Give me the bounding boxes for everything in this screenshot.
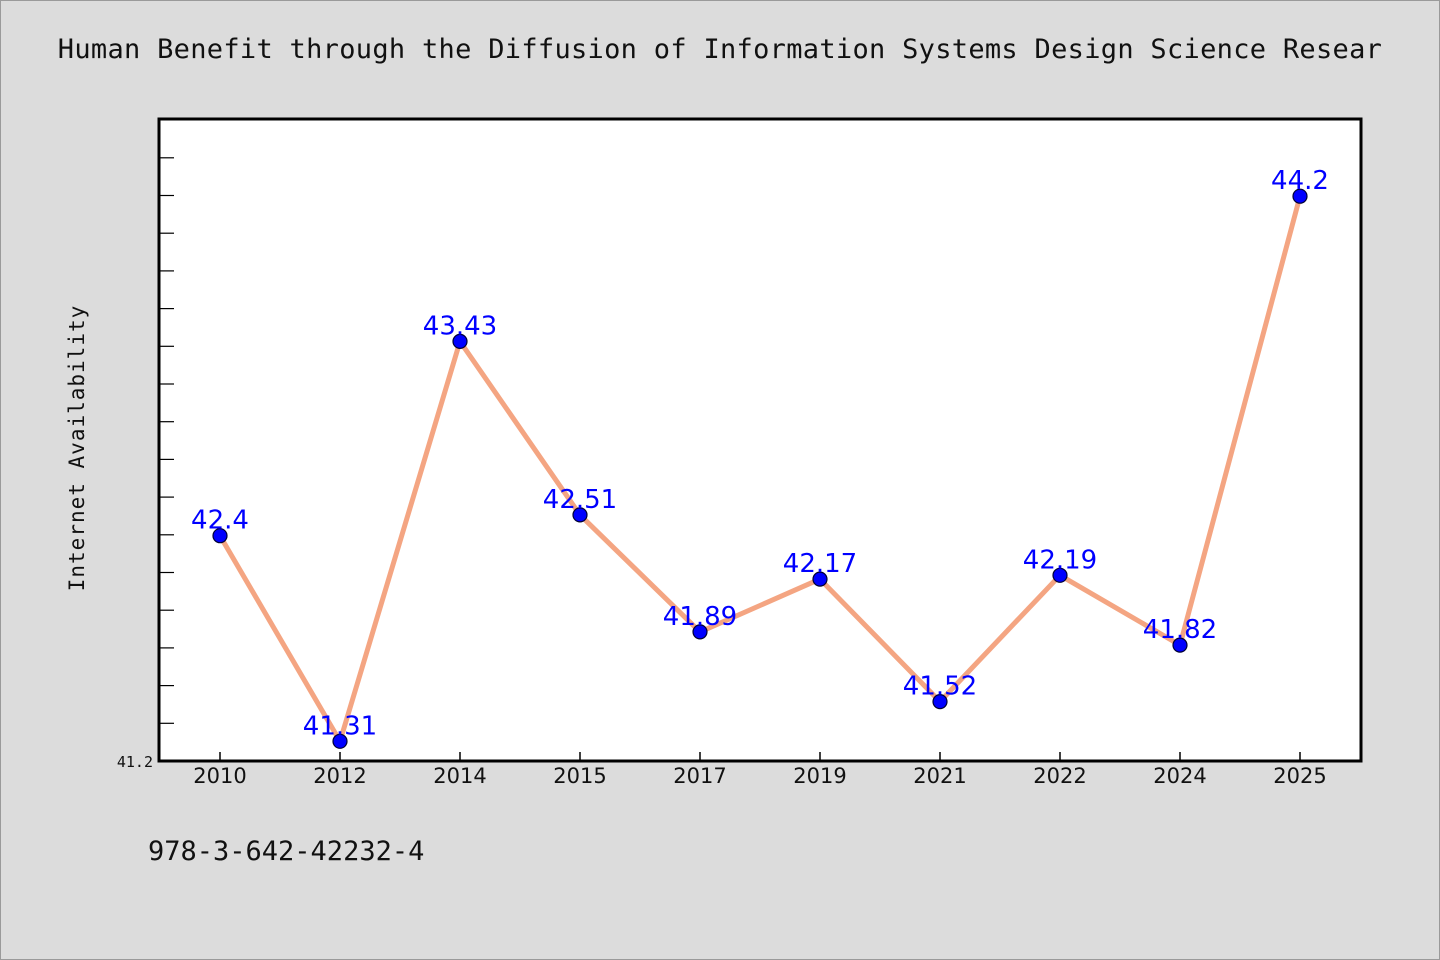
data-point (692, 624, 708, 640)
x-tick-label: 2022 (1033, 764, 1086, 788)
x-axis-ticks: 2010 2012 2014 2015 2017 2019 2021 2022 2024 2025 (193, 752, 1327, 788)
data-label: 41.31 (303, 711, 377, 741)
data-point (932, 693, 948, 710)
chart-title: Human Benefit through the Diffusion of I… (57, 34, 1383, 65)
plot-area (157, 117, 1363, 763)
x-tick-label: 2017 (673, 764, 726, 788)
data-point (452, 333, 468, 349)
y-tick-label: 41.2 (117, 753, 153, 771)
data-label: 44.2 (1271, 166, 1329, 196)
data-point (1172, 637, 1188, 653)
data-point (812, 571, 828, 587)
data-label: 41.52 (903, 672, 977, 702)
isbn-text: 978-3-642-42232-4 (148, 836, 425, 867)
data-point (1052, 567, 1068, 583)
data-point (572, 507, 588, 523)
data-point (332, 733, 348, 749)
data-labels: 42.4 41.31 43.43 42.51 41.89 42.17 41.52 42.19 4… (191, 166, 1329, 741)
data-label: 42.17 (783, 549, 857, 579)
data-label: 41.82 (1143, 615, 1217, 645)
x-tick-label: 2021 (913, 764, 966, 788)
data-label: 43.43 (423, 311, 497, 341)
data-point (1292, 188, 1308, 204)
x-tick-label: 2012 (313, 764, 366, 788)
data-label: 42.51 (543, 485, 617, 515)
data-label: 42.4 (191, 506, 249, 536)
data-label: 42.19 (1023, 545, 1097, 575)
x-tick-label: 2015 (553, 764, 606, 788)
series-line (217, 193, 1303, 744)
data-point (212, 528, 228, 544)
x-tick-label: 2024 (1153, 764, 1206, 788)
x-tick-label: 2010 (193, 764, 246, 788)
y-axis-tick-labels: 41.2 (117, 753, 153, 771)
data-markers (212, 188, 1308, 749)
x-tick-label: 2019 (793, 764, 846, 788)
data-label: 41.89 (663, 602, 737, 632)
x-tick-label: 2025 (1273, 764, 1326, 788)
x-tick-label: 2014 (433, 764, 486, 788)
y-minor-ticks (159, 157, 174, 762)
